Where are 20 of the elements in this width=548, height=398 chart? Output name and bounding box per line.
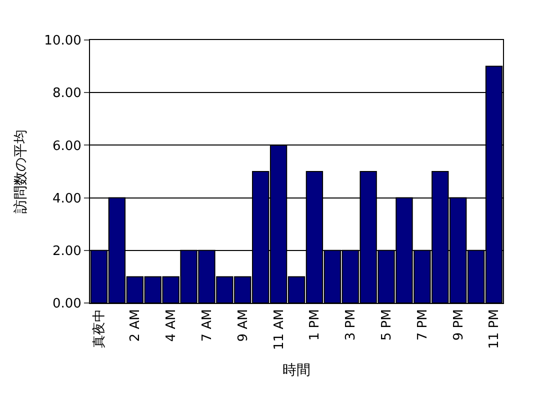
y-axis-title: 訪問数の平均	[12, 130, 29, 214]
x-tick-label: 7 PM	[415, 309, 430, 341]
y-tick-label: 4.00	[52, 191, 82, 206]
x-tick-label: 9 PM	[451, 309, 466, 341]
x-tick-label: 3 PM	[344, 309, 359, 341]
x-tick-label: 7 AM	[200, 309, 215, 342]
y-tick-label: 8.00	[52, 86, 82, 102]
x-tick-label: 4 AM	[164, 309, 180, 342]
x-tick-label: 1 PM	[308, 309, 323, 341]
x-tick-label: 真夜中	[91, 309, 108, 348]
x-tick-label: 11 AM	[272, 309, 287, 350]
x-axis-title: 時間	[282, 362, 310, 378]
x-tick-label: 2 AM	[128, 309, 144, 342]
y-tick-label: 2.00	[52, 244, 82, 259]
x-tick-label: 11 PM	[487, 309, 502, 349]
y-tick-label: 0.00	[52, 296, 82, 312]
y-tick-label: 6.00	[52, 138, 82, 154]
y-tick-label: 10.00	[44, 34, 82, 49]
x-tick-label: 9 AM	[236, 309, 251, 342]
x-tick-label: 5 PM	[380, 309, 395, 341]
